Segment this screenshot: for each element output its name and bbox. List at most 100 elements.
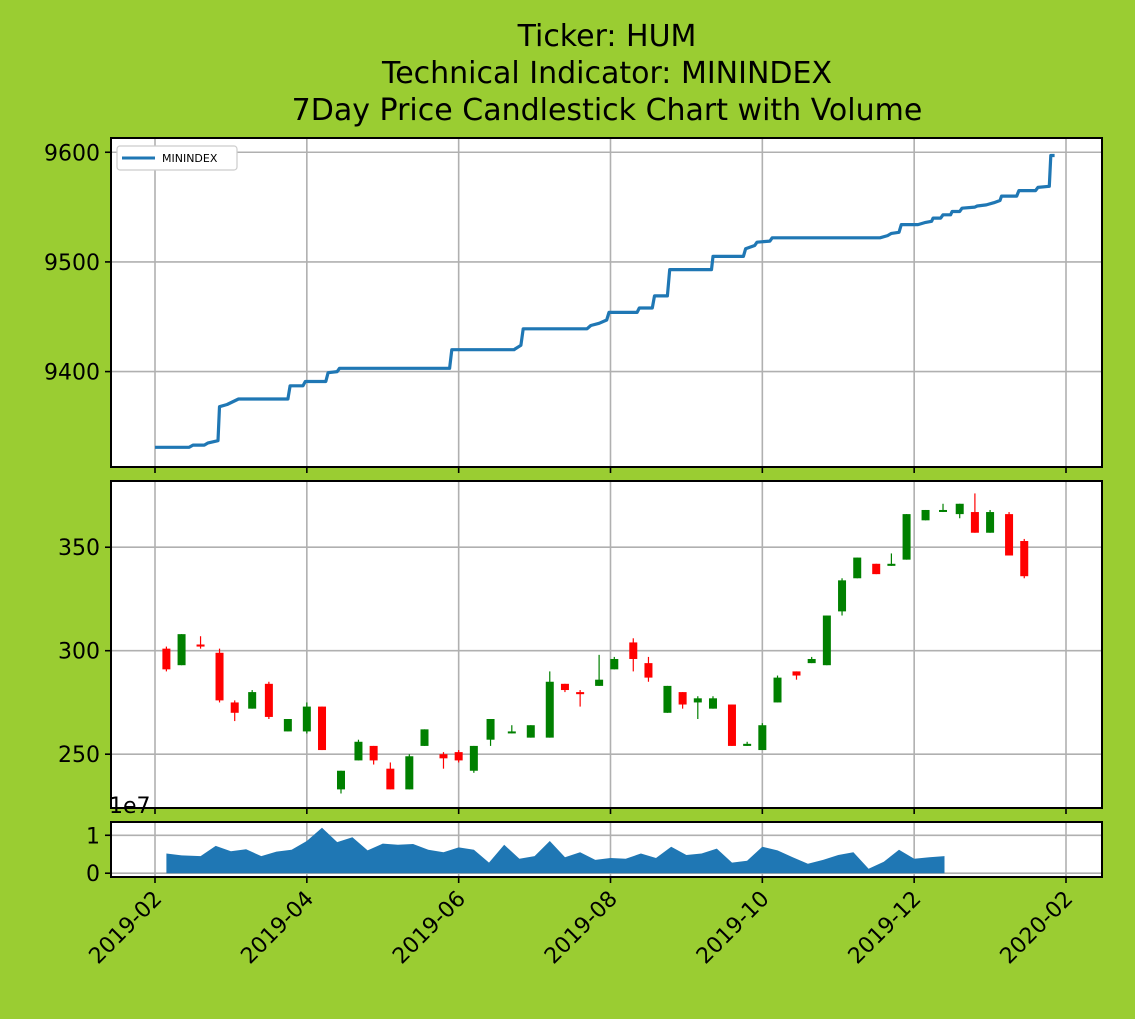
candle-42 [872,563,881,575]
candle-body-22 [545,681,554,738]
candle-body-26 [610,658,619,670]
candle-6 [264,681,273,720]
candlestick-group [162,493,1029,794]
candle-body-50 [1005,514,1014,556]
candle-37 [792,671,801,680]
candle-body-0 [162,648,171,670]
volume-panel: 1e7 01 [86,794,1103,887]
chart-title-subtitle: 7Day Price Candlestick Chart with Volume [292,93,923,128]
candle-body-34 [743,743,752,746]
candle-8 [302,702,311,734]
candle-body-5 [248,692,257,709]
candle-body-16 [439,754,448,759]
candle-body-19 [486,719,495,740]
candle-22 [545,671,554,738]
volume-panel-border [110,821,1103,878]
candle-body-31 [693,698,702,703]
candle-44 [902,514,911,560]
candle-32 [708,696,717,709]
candle-13 [386,762,395,790]
candle-body-8 [302,706,311,732]
candle-36 [773,675,782,703]
candle-body-39 [822,615,831,666]
chart-title-ticker: Ticker: HUM [517,19,697,54]
candle-body-36 [773,677,782,703]
candle-body-6 [264,683,273,717]
candle-body-9 [318,706,327,751]
indicator-gridlines [111,138,1102,473]
candle-4 [230,700,239,722]
candle-body-51 [1020,541,1029,577]
candle-body-12 [369,745,378,761]
candle-41 [853,557,862,579]
candle-body-46 [939,509,948,512]
candle-body-29 [663,685,672,713]
volume-ytick-label-1: 1 [86,824,100,849]
candle-body-38 [807,658,816,664]
x-tick-label-0: 2019-02 [85,887,168,970]
candle-17 [454,750,463,763]
candle-47 [955,503,964,519]
candle-body-20 [507,731,516,734]
candle-28 [644,656,653,682]
candle-50 [1005,512,1014,556]
price-ytick-label-1: 300 [58,640,100,665]
candle-body-3 [215,652,224,701]
candle-15 [420,729,429,746]
candle-body-32 [708,698,717,709]
candle-body-35 [758,725,767,751]
indicator-panel-frame [110,137,1103,468]
x-tick-label-3: 2019-08 [540,887,623,970]
candle-43 [887,553,896,566]
candle-body-1 [177,634,186,666]
indicator-legend: MININDEX [116,145,238,171]
candle-30 [678,692,687,709]
candle-38 [807,656,816,664]
candle-23 [560,683,569,693]
candle-body-44 [902,514,911,560]
candle-body-40 [838,580,847,612]
candle-25 [595,654,604,686]
candle-body-21 [526,725,535,738]
candle-1 [177,634,186,666]
candle-body-23 [560,683,569,691]
x-tick-label-6: 2020-02 [996,887,1079,970]
candle-11 [354,739,363,761]
price-y-ticks: 250 300 350 [58,536,111,768]
indicator-y-ticks: 9400 9500 9600 [44,141,111,386]
legend-box [116,145,238,171]
candle-27 [629,638,638,672]
candle-20 [507,725,516,734]
price-ytick-label-0: 250 [58,743,100,768]
candle-body-42 [872,563,881,575]
candle-33 [727,704,736,746]
price-panel: 250 300 350 [58,480,1103,814]
candle-body-41 [853,557,862,579]
volume-area-group [166,827,945,874]
x-tick-label-1: 2019-04 [236,887,319,970]
indicator-panel: 9400 9500 9600 MININDEX [44,137,1103,473]
candle-body-11 [354,741,363,761]
x-axis-ticks: 2019-02 2019-04 2019-06 2019-08 2019-10 2019-… [85,887,1079,970]
volume-y-ticks: 01 [86,824,111,887]
candle-body-48 [970,512,979,533]
price-gridlines [111,481,1102,814]
candle-body-24 [576,692,585,695]
indicator-panel-border [110,137,1103,468]
candle-12 [369,745,378,765]
candle-21 [526,725,535,738]
candle-34 [743,741,752,746]
candle-body-14 [405,756,414,790]
candle-body-45 [921,509,930,521]
price-panel-border [110,480,1103,809]
candle-19 [486,719,495,746]
candle-24 [576,690,585,707]
candle-body-33 [727,704,736,746]
candle-9 [318,706,327,751]
candle-body-28 [644,663,653,678]
candle-body-13 [386,768,395,790]
candle-26 [610,656,619,670]
candle-body-47 [955,503,964,515]
candle-16 [439,752,448,769]
